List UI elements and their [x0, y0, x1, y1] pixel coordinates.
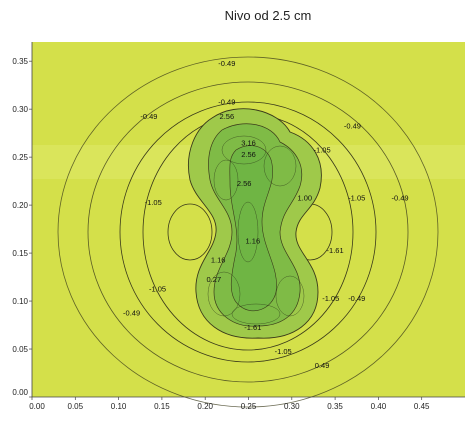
contour-label: 1.16: [211, 256, 226, 265]
contour-label: -1.05: [322, 294, 339, 303]
y-tick-label: 0.15: [12, 249, 28, 258]
y-axis: 0.00 0.05 0.10 0.15 0.20 0.25 0.30 0.35: [12, 42, 33, 398]
contour-outer-1: [57, 56, 439, 408]
y-tick-label: 0.20: [12, 201, 28, 210]
x-axis: 0.00 0.05 0.10 0.15 0.20 0.25 0.30 0.35 0.40 0.45: [29, 396, 465, 411]
contour-side-left: [167, 203, 213, 261]
contour-label: -0.49: [218, 97, 235, 106]
contour-label: -0.49: [348, 294, 365, 303]
detail-ring-1: [221, 135, 267, 165]
contour-label: -0.49: [140, 112, 157, 121]
x-tick-label: 0.45: [414, 402, 430, 411]
detail-ring-5: [207, 271, 241, 317]
y-ticks: 0.00 0.05 0.10 0.15 0.20 0.25 0.30 0.35: [12, 57, 32, 398]
contour-label: -1.05: [149, 284, 166, 293]
contour-label: 1.00: [297, 193, 312, 202]
y-tick-label: 0.25: [12, 153, 28, 162]
y-tick-label: 0.05: [12, 345, 28, 354]
x-tick-label: 0.00: [29, 402, 45, 411]
contour-outer-3: [119, 101, 377, 363]
contour-label: 0.27: [207, 275, 222, 284]
detail-ring-7: [231, 303, 281, 325]
contour-label: 2.56: [241, 150, 256, 159]
x-tick-label: 0.05: [68, 402, 84, 411]
x-tick-label: 0.25: [241, 402, 257, 411]
chart-title: Nivo od 2.5 cm: [225, 8, 312, 23]
contour-label: 2.56: [220, 112, 235, 121]
detail-ring-4: [237, 201, 259, 263]
contour-label: -1.05: [314, 145, 331, 154]
x-tick-label: 0.30: [284, 402, 300, 411]
contour-label: 1.16: [246, 236, 261, 245]
contour-label: -1.05: [275, 347, 292, 356]
contour-label: -0.49: [123, 308, 140, 317]
detail-ring-6: [275, 275, 305, 317]
y-tick-label: 0.10: [12, 297, 28, 306]
x-tick-label: 0.35: [327, 402, 343, 411]
contour-label: 0.49: [315, 361, 330, 370]
detail-ring-3: [213, 159, 239, 201]
contour-label: -0.49: [218, 59, 235, 68]
y-tick-label: 0.30: [12, 105, 28, 114]
contour-label: -1.05: [145, 198, 162, 207]
contour-core: [188, 108, 322, 339]
x-tick-label: 0.20: [197, 402, 213, 411]
detail-ring-2: [263, 145, 297, 187]
x-tick-label: 0.40: [371, 402, 387, 411]
core-region-center: [229, 145, 277, 312]
contour-labels: -0.49-0.49-0.49-0.49-0.49-0.490.49-1.05-…: [123, 59, 409, 370]
contour-label: -0.49: [391, 193, 408, 202]
x-ticks: 0.00 0.05 0.10 0.15 0.20 0.25 0.30 0.35 0.40 0.45: [29, 397, 430, 411]
y-tick-label: 0.35: [12, 57, 28, 66]
contour-label: 2.56: [237, 179, 252, 188]
core-detail-lines: [207, 135, 305, 325]
contour-label: -0.49: [344, 121, 361, 130]
x-tick-label: 0.15: [154, 402, 170, 411]
y-tick-label: 0.00: [12, 388, 28, 397]
contour-outer-2: [87, 81, 409, 383]
contour-label: 3.16: [241, 139, 256, 148]
contour-label: -1.61: [327, 246, 344, 255]
x-tick-label: 0.10: [111, 402, 127, 411]
contour-label: -1.61: [244, 323, 261, 332]
contour-label: -1.05: [348, 193, 365, 202]
